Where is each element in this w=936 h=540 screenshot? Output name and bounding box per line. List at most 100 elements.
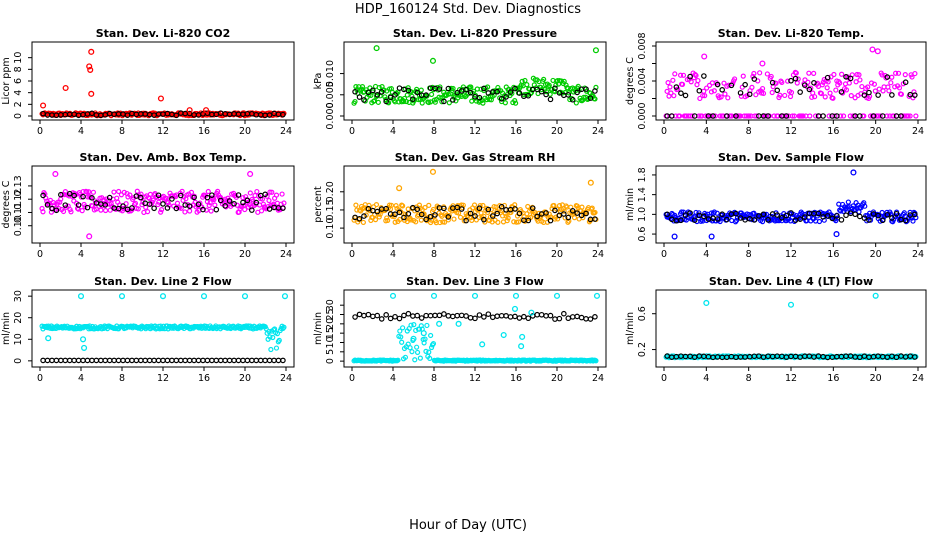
data-point (543, 89, 550, 95)
y-tick-label: 1.8 (637, 167, 648, 182)
data-point (392, 219, 398, 225)
data-point-avg (280, 205, 286, 211)
data-point-avg (84, 357, 91, 364)
data-point (268, 346, 274, 353)
panel-7: Stan. Dev. Line 2 Flow ml/min 0 4 8 12 16 20 24 0… (1, 275, 295, 384)
data-point-avg (902, 217, 909, 224)
data-point (79, 208, 85, 214)
outlier-point (518, 343, 525, 350)
data-point (779, 79, 785, 86)
data-point (581, 94, 587, 100)
data-point-avg (370, 313, 376, 320)
data-point-avg (418, 211, 425, 218)
data-point-avg (714, 81, 721, 88)
data-point (375, 99, 381, 105)
data-point-avg (169, 357, 175, 364)
data-point-avg (556, 90, 563, 96)
data-point (592, 209, 598, 216)
y-tick-label: 0.005 (325, 81, 336, 108)
data-point-avg (441, 98, 447, 105)
data-point-avg (200, 206, 206, 213)
data-point-avg (583, 210, 589, 217)
data-point (910, 218, 916, 224)
data-point (188, 189, 195, 195)
data-point (254, 188, 260, 195)
data-point-avg (383, 312, 389, 318)
data-point (353, 84, 359, 90)
data-point (102, 207, 109, 214)
data-point-avg (445, 313, 452, 319)
data-point-avg (498, 96, 505, 102)
data-point (749, 84, 755, 90)
outlier-point (200, 293, 208, 300)
outlier-point (455, 320, 462, 327)
x-tick-label: 16 (827, 249, 839, 260)
data-point (757, 70, 763, 76)
data-point-avg (209, 357, 215, 364)
data-point (502, 100, 508, 106)
data-point-avg (93, 357, 100, 364)
data-point (679, 81, 686, 87)
panel-title: Stan. Dev. Line 4 (LT) Flow (709, 275, 873, 288)
data-point-avg (578, 212, 585, 219)
data-point-avg (783, 113, 790, 119)
data-point-avg (414, 89, 421, 96)
data-point-avg (587, 95, 594, 101)
data-point-avg (120, 203, 126, 209)
data-point (717, 113, 723, 119)
data-point-avg (396, 85, 403, 91)
x-tick-label: 16 (510, 126, 522, 137)
outlier-point (52, 170, 59, 178)
data-point-avg (441, 311, 447, 317)
data-point (843, 87, 850, 93)
data-point (811, 70, 817, 76)
data-point-avg (870, 113, 877, 119)
outlier-point (247, 170, 254, 178)
data-point-avg (792, 75, 799, 82)
data-point (258, 208, 265, 214)
data-point (845, 199, 851, 205)
data-point-avg (668, 113, 675, 119)
data-point-avg (503, 94, 509, 100)
data-point (423, 348, 429, 354)
x-tick-label: 0 (349, 249, 355, 260)
data-point (481, 213, 487, 219)
data-point-avg (861, 215, 868, 221)
data-point-avg (164, 205, 171, 211)
data-point-avg (129, 357, 135, 364)
data-point-avg (765, 113, 771, 119)
data-point (668, 90, 674, 96)
x-tick-label: 4 (703, 373, 709, 384)
y-tick-label: 0.20 (325, 181, 336, 202)
data-point-avg (396, 315, 403, 322)
data-point (879, 209, 885, 216)
x-tick-label: 4 (703, 126, 709, 137)
panel-5: Stan. Dev. Gas Stream RH percent 0 4 8 12 16 20… (313, 151, 607, 260)
page-title: HDP_160124 Std. Dev. Diagnostics (354, 2, 582, 17)
data-point-avg (592, 216, 598, 222)
data-point (208, 208, 214, 214)
data-point (269, 189, 275, 195)
data-point (524, 211, 530, 217)
outlier-point (241, 293, 249, 300)
data-point (694, 82, 700, 88)
data-point-avg (365, 89, 372, 96)
data-point (111, 189, 117, 195)
data-point (442, 219, 448, 225)
data-point (127, 192, 133, 198)
data-point (385, 217, 391, 224)
data-point (360, 219, 366, 226)
data-point (418, 87, 424, 93)
data-point (573, 100, 579, 106)
data-point (809, 210, 815, 216)
data-point-avg (423, 216, 429, 223)
data-point (430, 341, 437, 347)
x-tick-label: 4 (390, 249, 396, 260)
data-point-avg (436, 312, 443, 319)
data-point (393, 203, 399, 209)
data-point-avg (797, 216, 803, 222)
data-point-avg (71, 192, 77, 199)
data-point (832, 113, 838, 119)
data-point (588, 206, 594, 212)
data-point-avg (124, 357, 131, 364)
